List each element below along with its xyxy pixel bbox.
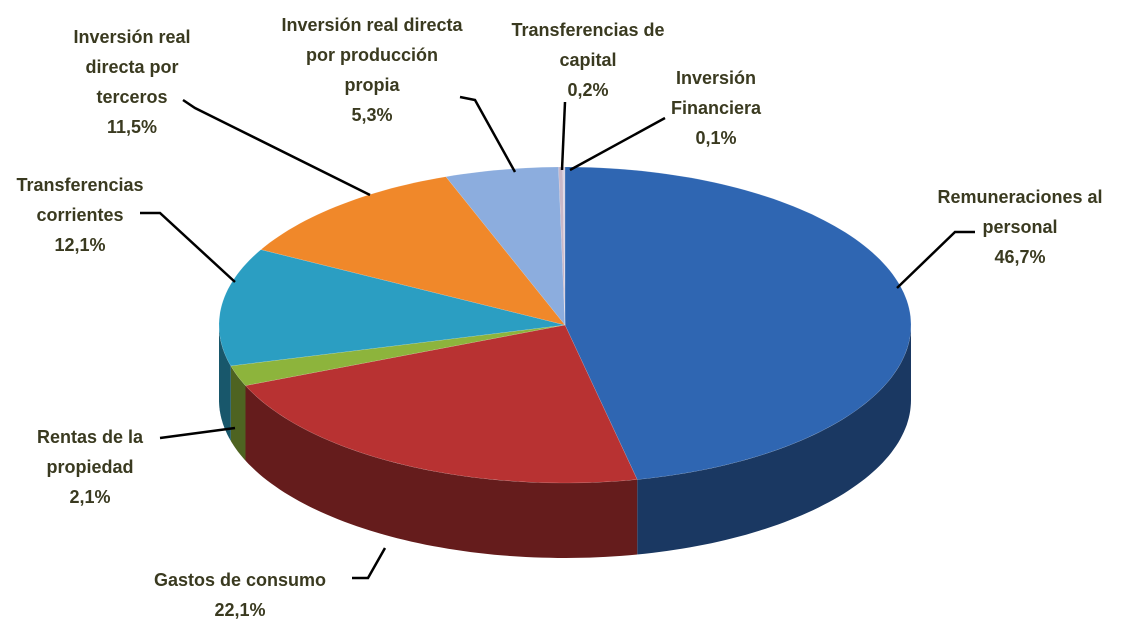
slice-side xyxy=(245,385,638,558)
slice-side xyxy=(230,365,246,461)
leader-line xyxy=(560,101,567,171)
leader-line xyxy=(459,95,517,173)
slice xyxy=(245,324,638,484)
slice-label: Gastos de consumo 22,1% xyxy=(100,565,380,619)
slice xyxy=(558,166,566,326)
leader-line xyxy=(182,98,371,197)
value-label: 11,5% xyxy=(106,117,158,137)
value-label: 0,1% xyxy=(695,128,737,148)
category-label: Inversión real directa por terceros xyxy=(73,27,191,107)
slice xyxy=(562,166,566,326)
slice-label: Remuneraciones al personal 46,7% xyxy=(915,182,1125,272)
value-label: 2,1% xyxy=(69,487,111,507)
leader-line xyxy=(352,547,387,580)
leader-line xyxy=(896,230,975,289)
value-label: 46,7% xyxy=(994,247,1046,267)
category-label: Inversión Financiera xyxy=(670,68,762,118)
slice-label: Rentas de la propiedad 2,1% xyxy=(15,422,165,512)
value-label: 22,1% xyxy=(214,600,266,619)
category-label: Transferencias de capital xyxy=(511,20,665,70)
slice xyxy=(260,176,566,326)
slice-label: Inversión real directa por producción pr… xyxy=(277,10,467,130)
leader-line xyxy=(569,116,666,172)
slice-label: Inversión real directa por terceros 11,5% xyxy=(52,22,212,142)
category-label: Gastos de consumo xyxy=(153,570,327,590)
value-label: 12,1% xyxy=(54,235,106,255)
leader-line xyxy=(159,426,236,440)
value-label: 0,2% xyxy=(567,80,609,100)
slice xyxy=(218,249,566,367)
category-label: Remuneraciones al personal xyxy=(937,187,1103,237)
slice-side xyxy=(637,325,911,555)
value-label: 5,3% xyxy=(351,105,393,125)
slice-side xyxy=(219,325,231,441)
slice-label: Transferencias de capital 0,2% xyxy=(493,15,683,105)
slice xyxy=(230,324,566,386)
category-label: Transferencias corrientes xyxy=(16,175,144,225)
slice xyxy=(564,166,912,480)
slice xyxy=(445,166,566,326)
slice-label: Transferencias corrientes 12,1% xyxy=(0,170,160,260)
category-label: Inversión real directa por producción pr… xyxy=(281,15,463,95)
slice-label: Inversión Financiera 0,1% xyxy=(659,63,774,153)
leader-line xyxy=(140,211,236,283)
category-label: Rentas de la propiedad xyxy=(36,427,144,477)
